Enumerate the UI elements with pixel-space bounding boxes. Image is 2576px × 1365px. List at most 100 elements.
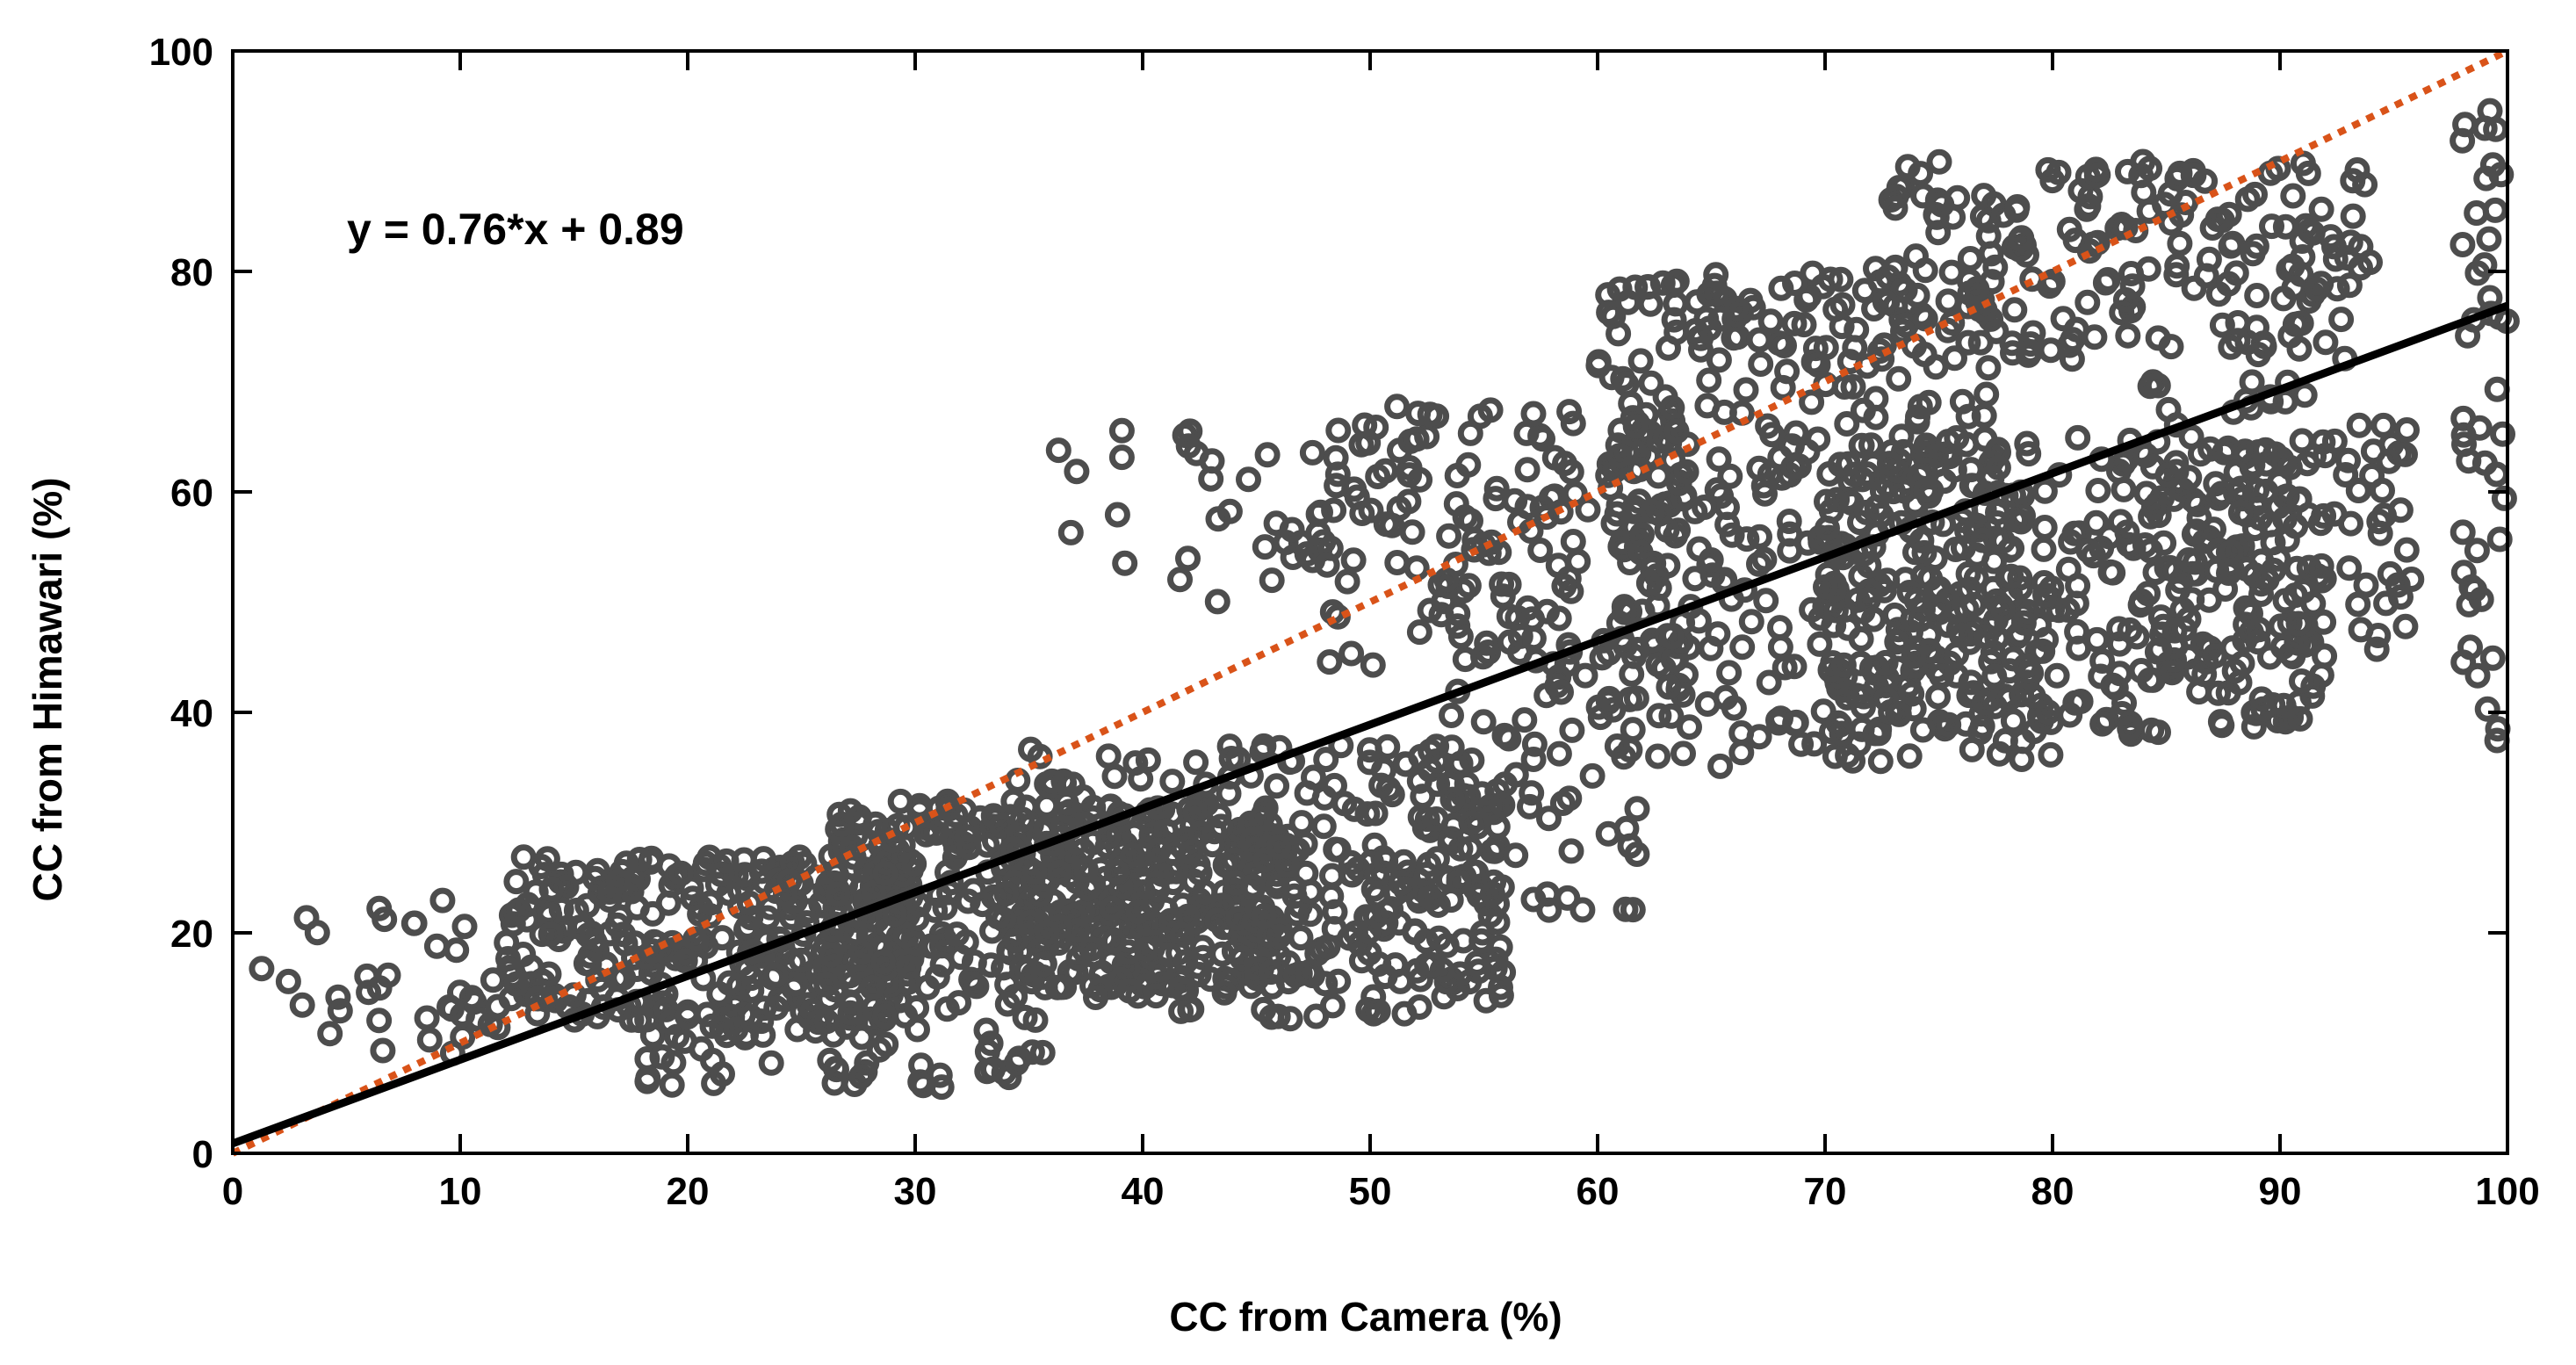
data-point bbox=[1470, 709, 1497, 735]
data-point bbox=[2147, 637, 2173, 662]
data-point bbox=[2310, 429, 2336, 455]
data-point bbox=[817, 1047, 843, 1073]
data-point bbox=[1639, 498, 1665, 524]
data-point bbox=[1957, 246, 1983, 271]
data-point bbox=[2006, 236, 2032, 263]
data-point bbox=[1925, 683, 1952, 710]
data-point bbox=[1926, 148, 1952, 175]
data-point bbox=[2333, 462, 2359, 488]
data-point bbox=[2184, 491, 2211, 517]
x-tick-label: 80 bbox=[2031, 1170, 2075, 1213]
data-point bbox=[1569, 897, 1596, 923]
data-point bbox=[1560, 410, 1586, 437]
data-point bbox=[2075, 538, 2102, 564]
data-point bbox=[1483, 475, 1510, 502]
data-point bbox=[682, 926, 709, 952]
data-point bbox=[872, 860, 898, 886]
data-point bbox=[1299, 439, 1325, 466]
data-point bbox=[366, 895, 393, 921]
data-point bbox=[1116, 978, 1143, 1004]
data-point bbox=[1474, 630, 1500, 656]
data-point bbox=[1874, 567, 1901, 594]
data-point bbox=[1655, 552, 1681, 579]
data-point bbox=[1514, 494, 1541, 520]
data-point bbox=[848, 1024, 875, 1051]
data-point bbox=[2204, 557, 2230, 583]
data-point bbox=[1923, 577, 1949, 603]
data-point bbox=[829, 811, 855, 837]
data-point bbox=[1319, 863, 1345, 889]
data-point bbox=[1295, 960, 1321, 986]
data-point bbox=[289, 992, 315, 1018]
data-point bbox=[1503, 842, 1529, 869]
data-point bbox=[716, 970, 742, 996]
data-point bbox=[956, 834, 982, 861]
data-point bbox=[1520, 747, 1547, 772]
data-point bbox=[783, 971, 809, 997]
data-point bbox=[751, 995, 777, 1022]
data-point bbox=[2009, 682, 2035, 708]
data-point bbox=[1491, 722, 1518, 748]
data-point bbox=[1858, 432, 1884, 459]
data-point bbox=[1338, 849, 1364, 876]
data-point bbox=[1046, 859, 1072, 885]
data-point bbox=[1776, 509, 1802, 534]
data-point bbox=[1502, 488, 1528, 514]
data-point bbox=[2474, 696, 2500, 722]
data-point bbox=[1423, 806, 1449, 832]
data-point bbox=[2479, 645, 2506, 671]
data-point bbox=[1912, 306, 1938, 332]
data-point bbox=[1201, 819, 1228, 845]
data-point bbox=[2392, 613, 2419, 639]
data-point bbox=[1403, 426, 1430, 452]
data-point bbox=[2244, 477, 2270, 503]
data-point bbox=[1694, 393, 1721, 419]
data-point bbox=[1894, 154, 1921, 180]
data-point bbox=[1444, 755, 1470, 780]
data-point bbox=[1399, 519, 1425, 545]
data-point bbox=[1782, 271, 1808, 296]
data-point bbox=[1425, 925, 1452, 951]
data-point bbox=[1030, 951, 1057, 978]
data-point bbox=[1371, 757, 1396, 784]
data-point bbox=[1288, 925, 1314, 951]
data-point bbox=[1396, 462, 1423, 488]
data-point bbox=[1805, 351, 1831, 378]
data-point bbox=[2308, 196, 2334, 222]
data-point bbox=[1757, 308, 1784, 335]
data-point bbox=[1696, 367, 1722, 394]
data-point bbox=[1867, 748, 1894, 775]
data-point bbox=[1497, 629, 1523, 655]
data-point bbox=[672, 948, 698, 974]
regression-equation: y = 0.76*x + 0.89 bbox=[347, 205, 684, 254]
data-point bbox=[837, 989, 862, 1015]
data-point bbox=[1682, 566, 1708, 592]
data-point bbox=[675, 1004, 701, 1030]
data-point bbox=[1374, 899, 1400, 925]
data-point bbox=[327, 998, 353, 1024]
data-point bbox=[414, 1005, 440, 1031]
data-point bbox=[1560, 529, 1586, 554]
data-point bbox=[2193, 263, 2219, 289]
data-point bbox=[1252, 534, 1278, 560]
data-point bbox=[1297, 901, 1324, 928]
data-point bbox=[1733, 377, 1759, 403]
data-point bbox=[2083, 156, 2109, 183]
data-point bbox=[1073, 856, 1099, 883]
data-point bbox=[1095, 743, 1122, 769]
data-point bbox=[1851, 683, 1877, 710]
data-point bbox=[1216, 780, 1242, 806]
data-point bbox=[2037, 273, 2063, 300]
data-point bbox=[1889, 277, 1916, 303]
data-point bbox=[366, 1008, 393, 1034]
data-point bbox=[1520, 886, 1547, 913]
data-point bbox=[249, 956, 275, 982]
y-tick-label: 100 bbox=[149, 31, 213, 74]
data-point bbox=[2209, 312, 2235, 338]
data-point bbox=[1765, 710, 1792, 736]
data-point bbox=[1373, 511, 1399, 538]
data-point bbox=[2457, 634, 2483, 661]
data-point bbox=[1979, 465, 2005, 491]
data-point bbox=[2321, 234, 2347, 260]
data-point bbox=[444, 937, 470, 964]
